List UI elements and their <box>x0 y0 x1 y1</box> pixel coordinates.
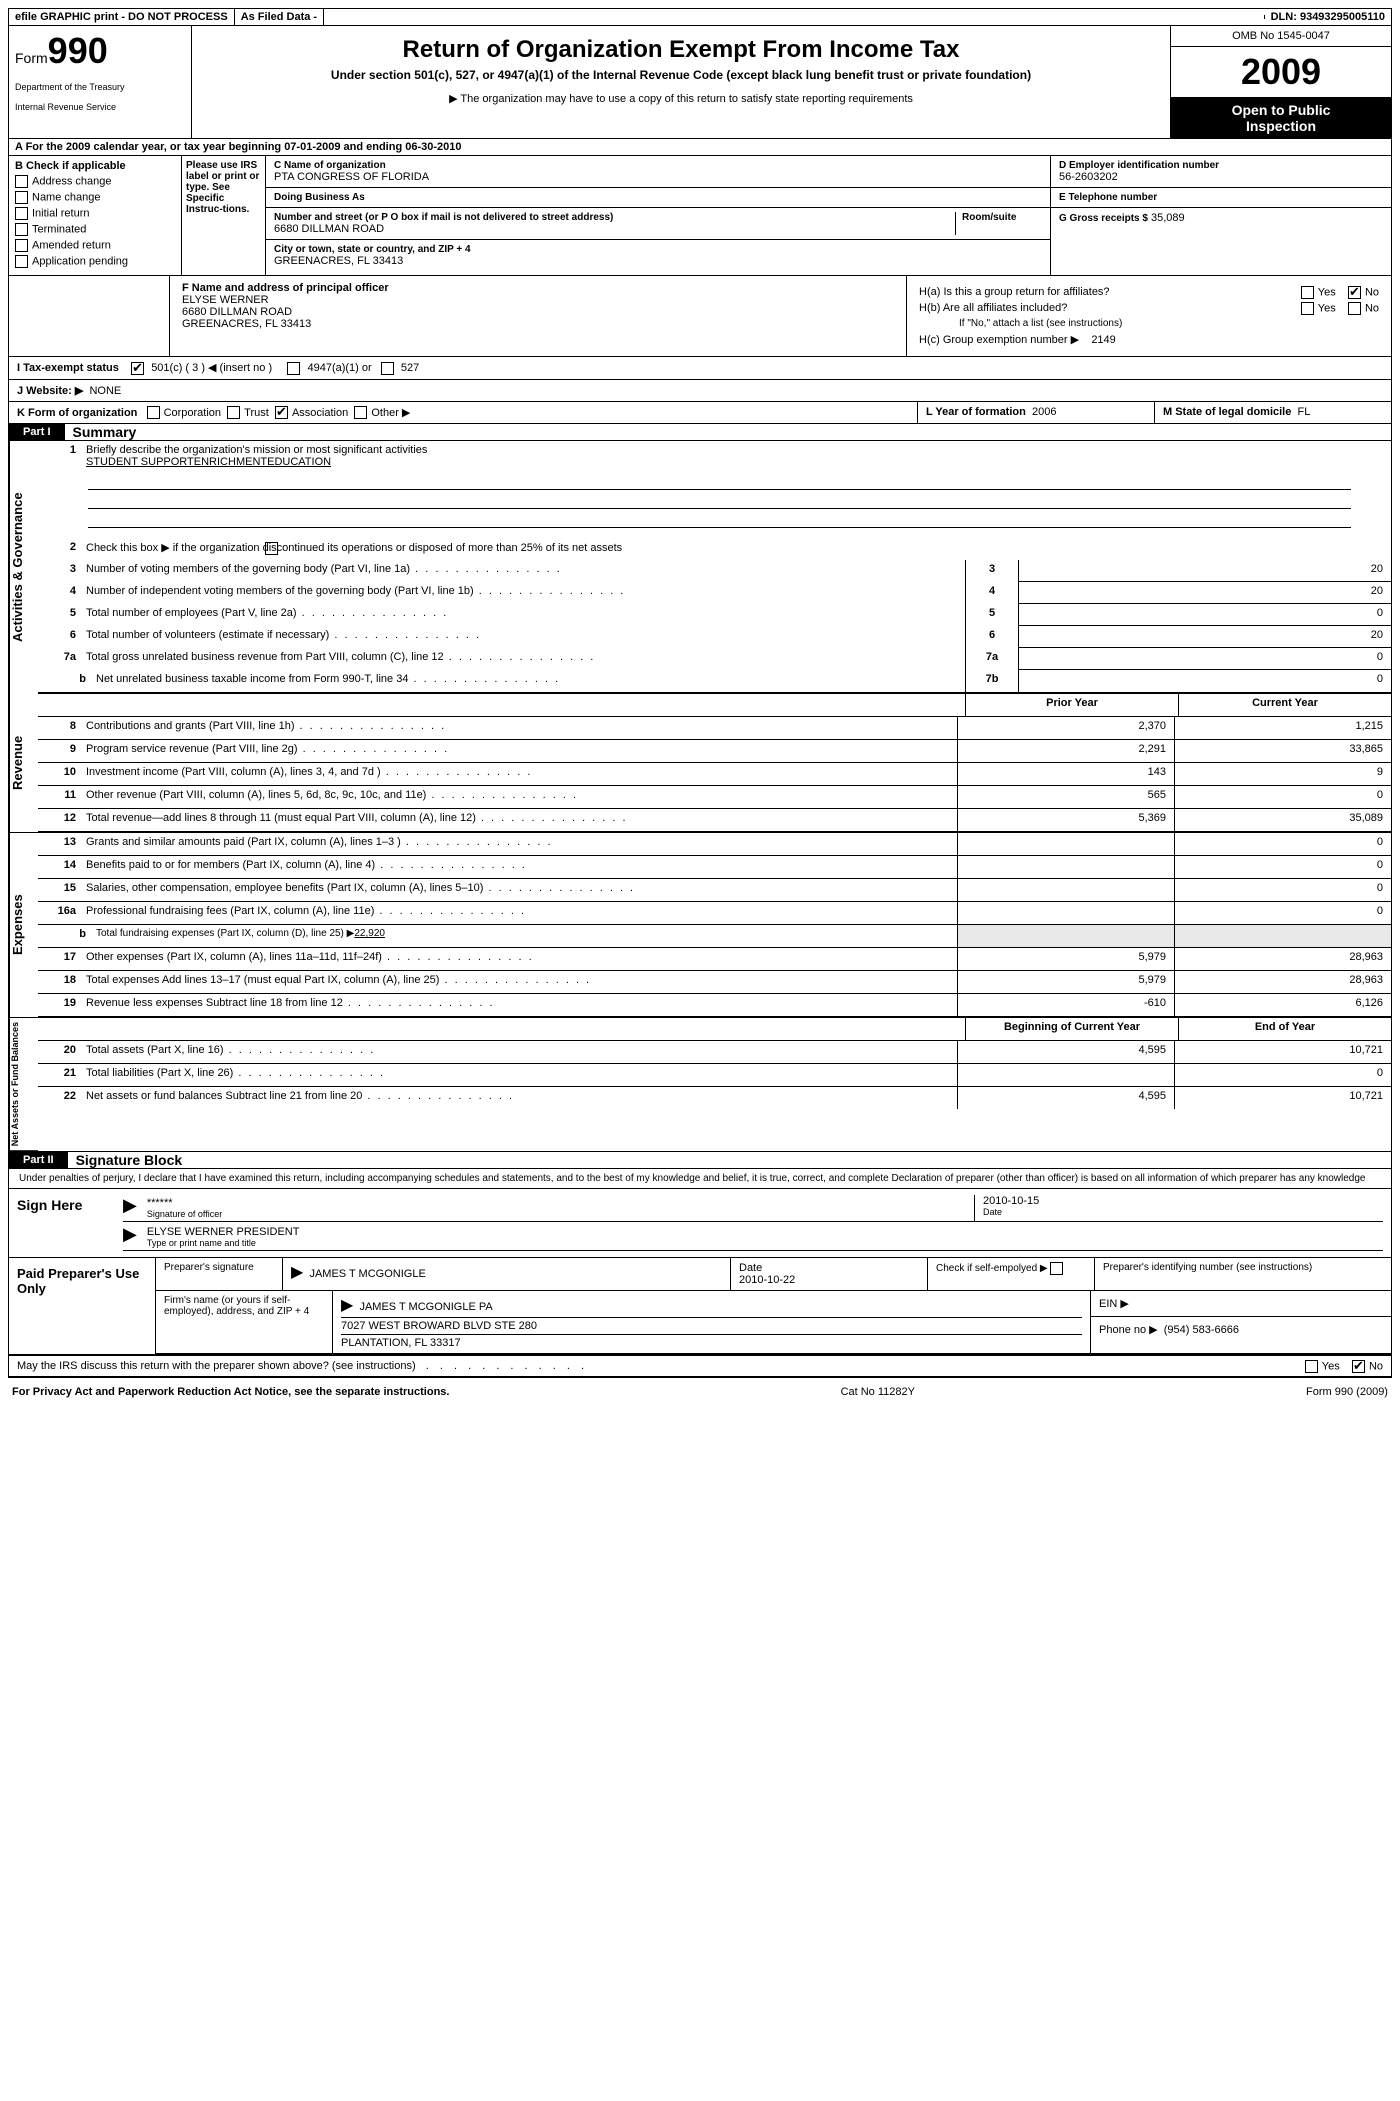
section-fh: F Name and address of principal officer … <box>8 276 1392 357</box>
revenue-section: Revenue Prior Year Current Year 8Contrib… <box>8 694 1392 833</box>
firm-name: JAMES T MCGONIGLE PA <box>359 1301 492 1313</box>
firm-address: 7027 WEST BROWARD BLVD STE 280 <box>341 1317 1082 1332</box>
check-ha-no[interactable] <box>1348 286 1361 299</box>
part-1-header: Part I Summary <box>8 424 1392 441</box>
section-bcd: B Check if applicable Address change Nam… <box>8 156 1392 276</box>
check-527[interactable] <box>381 362 394 375</box>
col-d-ein: D Employer identification number 56-2603… <box>1051 156 1391 275</box>
net-unrelated-income: 0 <box>1018 670 1391 692</box>
mission-statement: STUDENT SUPPORTENRICHMENTEDUCATION <box>86 456 331 468</box>
current-year-header: Current Year <box>1178 694 1391 716</box>
check-address-change[interactable] <box>15 175 28 188</box>
row-a-tax-year: A For the 2009 calendar year, or tax yea… <box>8 139 1392 156</box>
check-other-org[interactable] <box>354 406 367 419</box>
perjury-statement: Under penalties of perjury, I declare th… <box>9 1169 1391 1189</box>
officer-signature: ****** <box>147 1197 970 1209</box>
reporting-note: ▶ The organization may have to use a cop… <box>202 92 1160 105</box>
signature-block: Under penalties of perjury, I declare th… <box>8 1169 1392 1258</box>
total-volunteers: 20 <box>1018 626 1391 648</box>
check-initial-return[interactable] <box>15 207 28 220</box>
gross-unrelated-revenue: 0 <box>1018 648 1391 670</box>
check-association[interactable] <box>275 406 288 419</box>
form-title: Return of Organization Exempt From Incom… <box>202 36 1160 64</box>
as-filed: As Filed Data - <box>235 9 324 25</box>
check-amended[interactable] <box>15 239 28 252</box>
check-discontinued[interactable] <box>265 542 278 555</box>
row-k-form-org: K Form of organization Corporation Trust… <box>8 402 1392 425</box>
total-employees: 0 <box>1018 604 1391 626</box>
preparer-phone: (954) 583-6666 <box>1164 1324 1239 1336</box>
dln: DLN: 93493295005110 <box>1265 9 1391 25</box>
page-footer: For Privacy Act and Paperwork Reduction … <box>8 1378 1392 1406</box>
city-state-zip: GREENACRES, FL 33413 <box>274 255 1042 267</box>
net-assets-section: Net Assets or Fund Balances Beginning of… <box>8 1018 1392 1152</box>
check-ha-yes[interactable] <box>1301 286 1314 299</box>
check-terminated[interactable] <box>15 223 28 236</box>
check-name-change[interactable] <box>15 191 28 204</box>
org-name: PTA CONGRESS OF FLORIDA <box>274 171 1042 183</box>
preparer-name: JAMES T MCGONIGLE <box>309 1268 425 1280</box>
preparer-arrow-icon: ▶ <box>291 1264 303 1281</box>
activities-governance: Activities & Governance 1 Briefly descri… <box>8 441 1392 694</box>
omb-number: OMB No 1545-0047 <box>1171 26 1391 47</box>
check-self-employed[interactable] <box>1050 1262 1063 1275</box>
preparer-date: 2010-10-22 <box>739 1274 919 1286</box>
form-subtitle: Under section 501(c), 527, or 4947(a)(1)… <box>202 68 1160 82</box>
col-c-org-info: C Name of organization PTA CONGRESS OF F… <box>266 156 1051 275</box>
dept-irs: Internal Revenue Service <box>15 102 185 112</box>
open-to-public: Open to PublicInspection <box>1171 98 1391 138</box>
paid-preparer-block: Paid Preparer's Use Only Preparer's sign… <box>8 1258 1392 1356</box>
principal-officer: F Name and address of principal officer … <box>170 276 907 356</box>
street-address: 6680 DILLMAN ROAD <box>274 223 955 235</box>
ein: 56-2603202 <box>1059 171 1383 183</box>
voting-members: 20 <box>1018 560 1391 582</box>
check-trust[interactable] <box>227 406 240 419</box>
check-hb-no[interactable] <box>1348 302 1361 315</box>
check-4947[interactable] <box>287 362 300 375</box>
group-return-section: H(a) Is this a group return for affiliat… <box>907 276 1391 356</box>
group-exemption-number: 2149 <box>1091 334 1115 346</box>
expenses-section: Expenses 13Grants and similar amounts pa… <box>8 833 1392 1018</box>
fundraising-expenses: 22,920 <box>354 928 385 939</box>
firm-arrow-icon: ▶ <box>341 1297 353 1314</box>
prior-year-header: Prior Year <box>965 694 1178 716</box>
officer-name-title: ELYSE WERNER PRESIDENT <box>147 1226 1379 1238</box>
check-discuss-no[interactable] <box>1352 1360 1365 1373</box>
efile-warning: efile GRAPHIC print - DO NOT PROCESS <box>9 9 235 25</box>
check-application-pending[interactable] <box>15 255 28 268</box>
signature-arrow-icon: ▶ <box>123 1195 137 1221</box>
firm-city: PLANTATION, FL 33317 <box>341 1334 1082 1349</box>
gross-receipts: 35,089 <box>1151 212 1185 224</box>
signature-date: 2010-10-15 <box>983 1195 1383 1207</box>
row-j-website: J Website: ▶ NONE <box>8 380 1392 402</box>
tax-year: 2009 <box>1171 47 1391 98</box>
check-hb-yes[interactable] <box>1301 302 1314 315</box>
irs-label-instruction: Please use IRS label or print or type. S… <box>182 156 266 275</box>
dept-treasury: Department of the Treasury <box>15 82 185 92</box>
form-number: Form990 <box>15 30 185 72</box>
check-discuss-yes[interactable] <box>1305 1360 1318 1373</box>
form-header: Form990 Department of the Treasury Inter… <box>8 26 1392 139</box>
check-corporation[interactable] <box>147 406 160 419</box>
part-2-header: Part II Signature Block <box>8 1152 1392 1169</box>
independent-members: 20 <box>1018 582 1391 604</box>
row-i-tax-status: I Tax-exempt status 501(c) ( 3 ) ◀ (inse… <box>8 357 1392 380</box>
topbar: efile GRAPHIC print - DO NOT PROCESS As … <box>8 8 1392 26</box>
col-b-checkboxes: B Check if applicable Address change Nam… <box>9 156 182 275</box>
check-501c[interactable] <box>131 362 144 375</box>
name-arrow-icon: ▶ <box>123 1224 137 1250</box>
discuss-with-preparer: May the IRS discuss this return with the… <box>8 1356 1392 1378</box>
